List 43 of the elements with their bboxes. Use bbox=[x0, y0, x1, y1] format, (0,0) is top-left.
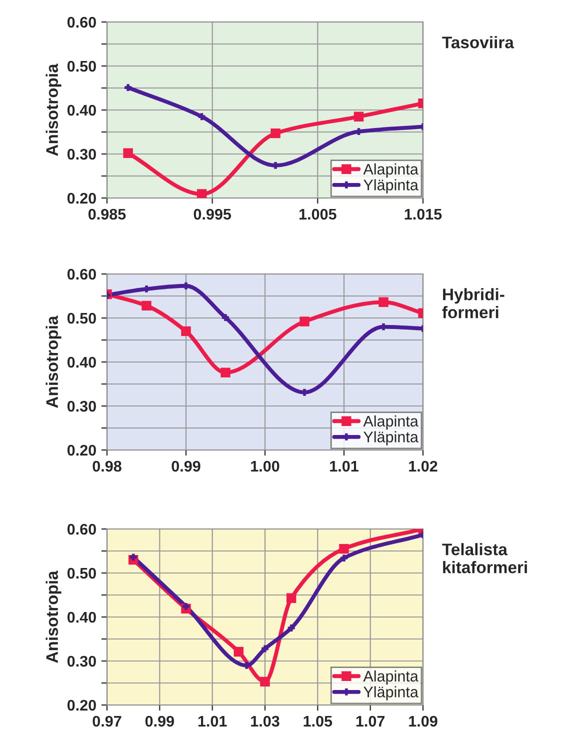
x-tick-label: 1.07 bbox=[356, 716, 385, 727]
y-axis-title: Anisotropia bbox=[46, 316, 62, 408]
x-tick-label: 1.00 bbox=[251, 460, 280, 472]
x-tick-label: 0.99 bbox=[145, 716, 174, 727]
y-tick-label: 0.40 bbox=[67, 612, 96, 623]
y-tick-label: 0.60 bbox=[67, 524, 96, 535]
legend-label: Alapinta bbox=[363, 163, 418, 178]
x-tick-label: 0.98 bbox=[92, 460, 122, 472]
x-tick-label: 0.97 bbox=[92, 716, 122, 727]
legend-label: Yläpinta bbox=[364, 431, 418, 446]
x-tick-label: 1.01 bbox=[330, 460, 358, 472]
y-axis-title: Anisotropia bbox=[46, 570, 62, 663]
y-tick-label: 0.20 bbox=[67, 444, 96, 456]
legend-label: Alapinta bbox=[363, 415, 418, 430]
y-tick-label: 0.40 bbox=[67, 104, 96, 116]
x-tick-label: 1.09 bbox=[409, 716, 438, 727]
legend-label: Yläpinta bbox=[364, 686, 418, 700]
x-tick-label: 1.01 bbox=[198, 716, 227, 727]
y-tick-label: 0.40 bbox=[67, 356, 96, 368]
y-axis-title: Anisotropia bbox=[46, 64, 62, 156]
x-tick-label: 0.99 bbox=[172, 460, 200, 472]
x-tick-label: 0.995 bbox=[194, 208, 232, 220]
y-tick-label: 0.30 bbox=[67, 400, 96, 412]
x-tick-label: 1.05 bbox=[304, 716, 332, 727]
y-tick-label: 0.50 bbox=[67, 60, 96, 72]
x-tick-label: 1.02 bbox=[409, 460, 438, 472]
legend-label: Alapinta bbox=[363, 670, 418, 685]
y-tick-label: 0.30 bbox=[67, 656, 96, 667]
y-tick-label: 0.20 bbox=[67, 700, 96, 711]
x-tick-label: 0.985 bbox=[88, 208, 126, 220]
text: Tasoviira bbox=[442, 36, 514, 48]
legend-label: Yläpinta bbox=[364, 179, 418, 194]
x-tick-label: 1.03 bbox=[251, 716, 280, 727]
y-tick-label: 0.20 bbox=[67, 192, 96, 204]
y-tick-label: 0.30 bbox=[67, 148, 96, 160]
text: Telalista kitaformeri bbox=[442, 543, 527, 574]
x-tick-label: 1.015 bbox=[404, 208, 442, 220]
y-tick-label: 0.60 bbox=[67, 268, 96, 280]
x-tick-label: 1.005 bbox=[300, 208, 336, 220]
text: Hybridi- formeri bbox=[442, 288, 504, 318]
y-tick-label: 0.50 bbox=[67, 568, 96, 579]
y-tick-label: 0.50 bbox=[67, 312, 96, 324]
y-tick-label: 0.60 bbox=[67, 16, 96, 28]
